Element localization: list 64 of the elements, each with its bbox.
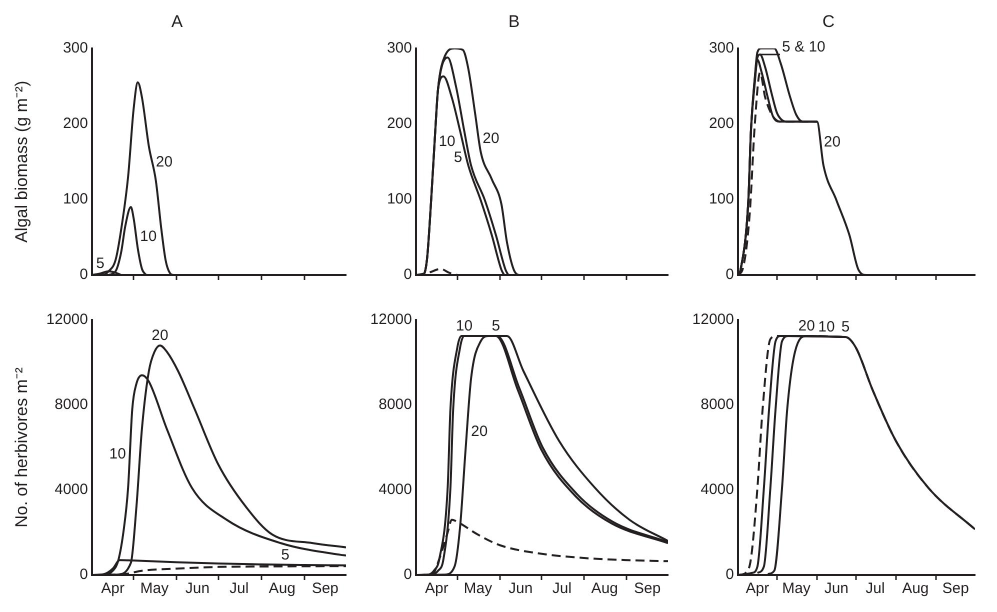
x-tick-label: May [140, 580, 170, 598]
series-label: 10 [818, 318, 835, 336]
x-tick-label: Apr [424, 580, 448, 598]
x-tick-label: Apr [746, 580, 770, 598]
x-tick-label: Jun [185, 580, 210, 598]
series-label: 10 [456, 318, 473, 335]
y-tick-label: 200 [62, 115, 88, 132]
series-label: 5 [281, 546, 290, 564]
series-label: 5 [492, 318, 500, 335]
x-tick-label: Aug [591, 580, 618, 598]
series-label: 5 [454, 148, 462, 166]
series-label: 20 [471, 422, 488, 440]
series-label: 20 [152, 327, 168, 344]
y-tick-label: 8000 [378, 396, 412, 414]
y-tick-label: 100 [386, 190, 412, 208]
legend-label: 5 & 10 [782, 38, 826, 56]
y-tick-label: 0 [726, 566, 734, 584]
x-tick-label: Jul [230, 580, 249, 598]
chart-title: B [508, 12, 520, 31]
series-label: 10 [109, 446, 126, 463]
series-label: 5 [841, 318, 850, 336]
y-tick-label: 0 [404, 566, 412, 584]
series-label: 20 [482, 130, 500, 147]
series-label: 10 [438, 132, 456, 150]
x-tick-label: Jun [824, 580, 849, 598]
y-tick-label: 8000 [700, 396, 734, 414]
x-tick-label: Jul [552, 580, 572, 598]
chart-title: C [822, 12, 835, 31]
y-tick-label: 300 [386, 40, 412, 57]
y-tick-label: 4000 [700, 481, 734, 498]
y-tick-label: 4000 [54, 481, 88, 498]
series-label: 20 [824, 133, 841, 150]
series-label: 20 [156, 153, 173, 170]
chart-title: A [171, 12, 184, 31]
y-tick-label: 300 [708, 40, 734, 57]
y-tick-label: 200 [386, 115, 412, 132]
y-tick-label: 300 [62, 40, 88, 57]
y-tick-label: 0 [404, 266, 412, 284]
x-tick-label: Aug [902, 580, 929, 598]
y-tick-label: 0 [80, 566, 88, 584]
series-label: 10 [140, 228, 157, 245]
y-tick-label: 12000 [370, 311, 412, 328]
x-tick-label: Sep [942, 580, 969, 598]
series-label: 20 [798, 318, 815, 335]
y-tick-label: 12000 [46, 311, 88, 328]
y-axis-title: No. of herbivores m⁻² [12, 367, 31, 528]
x-tick-label: Jul [866, 580, 885, 598]
y-tick-label: 0 [726, 266, 734, 284]
y-tick-label: 12000 [692, 311, 734, 328]
x-tick-label: Aug [268, 580, 296, 598]
y-tick-label: 0 [80, 266, 88, 284]
y-tick-label: 100 [62, 190, 88, 208]
y-tick-label: 100 [708, 190, 734, 208]
x-tick-label: May [464, 580, 493, 598]
y-tick-label: 200 [708, 115, 734, 132]
x-tick-label: Sep [312, 580, 339, 598]
x-tick-label: May [782, 580, 811, 598]
x-tick-label: Jun [508, 580, 533, 598]
y-tick-label: 8000 [54, 396, 88, 414]
y-tick-label: 4000 [378, 481, 412, 498]
series-label: 5 [96, 255, 104, 272]
x-tick-label: Sep [634, 580, 661, 598]
x-tick-label: Apr [101, 580, 124, 598]
y-axis-title: Algal biomass (g m⁻²) [12, 80, 31, 243]
